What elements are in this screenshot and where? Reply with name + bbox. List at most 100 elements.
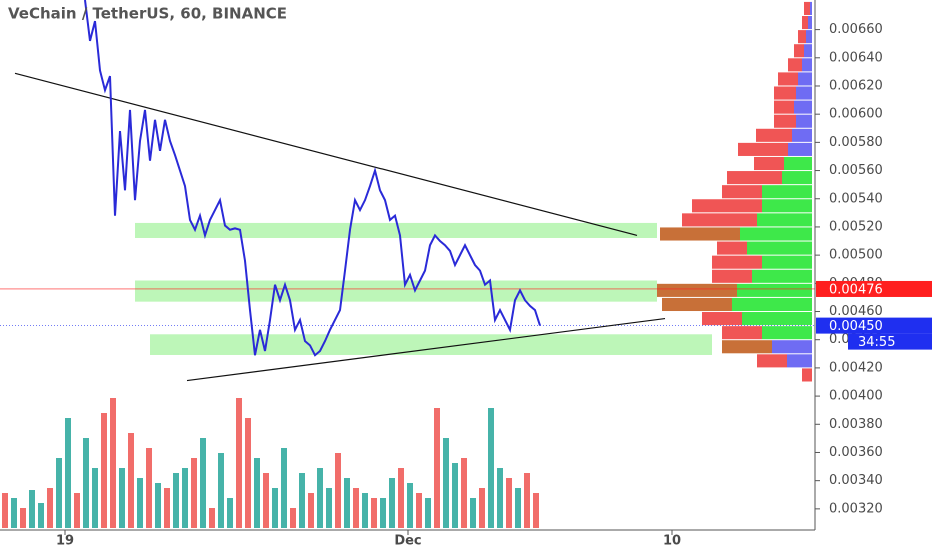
profile-up — [794, 100, 812, 114]
profile-down — [738, 142, 788, 156]
volume-bar — [2, 493, 8, 528]
volume-bar — [443, 438, 449, 528]
trendline — [186, 317, 666, 382]
volume-bar — [146, 448, 152, 528]
volume-bar — [479, 488, 485, 528]
volume-bar — [128, 433, 134, 528]
profile-down — [756, 128, 792, 142]
volume-bar — [272, 488, 278, 528]
profile-up — [784, 156, 812, 171]
profile-up — [796, 86, 812, 100]
volume-bar — [83, 438, 89, 528]
y-tick-label: 0.00560 — [829, 163, 883, 178]
volume-bar — [389, 478, 395, 528]
volume-bar — [227, 498, 233, 528]
profile-down — [802, 368, 812, 382]
y-tick-label: 0.00380 — [829, 417, 883, 432]
countdown-bg — [848, 333, 932, 350]
profile-up — [747, 241, 812, 255]
profile-up — [806, 30, 812, 44]
volume-bar — [56, 458, 62, 528]
profile-down — [722, 185, 762, 199]
volume-bar — [353, 488, 359, 528]
profile-down — [802, 16, 808, 30]
volume-bar — [335, 453, 341, 528]
volume-bar — [488, 408, 494, 528]
y-tick-label: 0.00620 — [829, 78, 883, 93]
profile-up — [772, 340, 812, 354]
volume-bar — [533, 493, 539, 528]
profile-down — [774, 86, 796, 100]
volume-bar — [470, 498, 476, 528]
x-tick-label: 19 — [56, 534, 74, 549]
volume-bar — [209, 508, 215, 528]
axis-bg — [816, 0, 932, 550]
volume-bar — [47, 488, 53, 528]
volume-bar — [74, 493, 80, 528]
volume-bar — [434, 408, 440, 528]
profile-up — [798, 72, 812, 86]
volume-bar — [254, 458, 260, 528]
profile-down — [774, 100, 794, 114]
volume-bar — [371, 498, 377, 528]
volume-bar — [182, 468, 188, 528]
volume-bar — [137, 478, 143, 528]
volume-bar — [281, 448, 287, 528]
volume-bar — [11, 498, 17, 528]
profile-up — [752, 269, 812, 283]
volume-bar — [398, 468, 404, 528]
volume-bar — [164, 488, 170, 528]
y-tick-label: 0.00420 — [829, 360, 883, 375]
price-label: 0.00450 — [829, 319, 883, 334]
volume-bar — [515, 488, 521, 528]
profile-down — [788, 58, 802, 72]
price-label: 0.00476 — [829, 282, 883, 297]
profile-down — [702, 312, 742, 326]
profile-down — [727, 171, 782, 185]
y-tick-label: 0.00400 — [829, 389, 883, 404]
y-tick-label: 0.00360 — [829, 445, 883, 460]
chart-title: VeChain / TetherUS, 60, BINANCE — [8, 5, 287, 23]
profile-down — [712, 269, 752, 283]
profile-up — [796, 114, 812, 128]
volume-bar — [218, 453, 224, 528]
profile-up — [762, 185, 812, 199]
volume-bar — [461, 458, 467, 528]
profile-down — [754, 156, 784, 171]
support-zone — [135, 280, 657, 302]
profile-up — [792, 128, 812, 142]
profile-down — [712, 255, 762, 269]
volume-bar — [326, 488, 332, 528]
y-tick-label: 0.00580 — [829, 135, 883, 150]
profile-up — [740, 227, 812, 241]
volume-bar — [263, 473, 269, 528]
profile-up — [732, 297, 812, 312]
volume-bar — [317, 468, 323, 528]
support-zone — [150, 334, 712, 355]
volume-bar — [38, 503, 44, 528]
volume-bar — [299, 473, 305, 528]
volume-bar — [20, 508, 26, 528]
profile-up — [802, 58, 812, 72]
volume-bar — [344, 478, 350, 528]
profile-up — [737, 283, 812, 297]
profile-down — [774, 114, 796, 128]
profile-down — [717, 241, 747, 255]
volume-bar — [92, 468, 98, 528]
volume-bar — [101, 413, 107, 528]
volume-bar — [452, 463, 458, 528]
profile-down — [722, 340, 772, 354]
countdown: 34:55 — [858, 335, 895, 350]
y-tick-label: 0.00660 — [829, 22, 883, 37]
volume-bar — [308, 493, 314, 528]
profile-down — [778, 72, 798, 86]
price-line-series — [84, 0, 541, 357]
volume-bar — [65, 418, 71, 528]
profile-up — [762, 255, 812, 269]
y-tick-label: 0.00540 — [829, 191, 883, 206]
overlay: 0.00320 0.00340 0.00360 0.00380 0.00400 0.004… — [56, 0, 932, 550]
profile-up — [757, 213, 812, 227]
volume-bar — [506, 478, 512, 528]
profile-up — [810, 1, 812, 16]
